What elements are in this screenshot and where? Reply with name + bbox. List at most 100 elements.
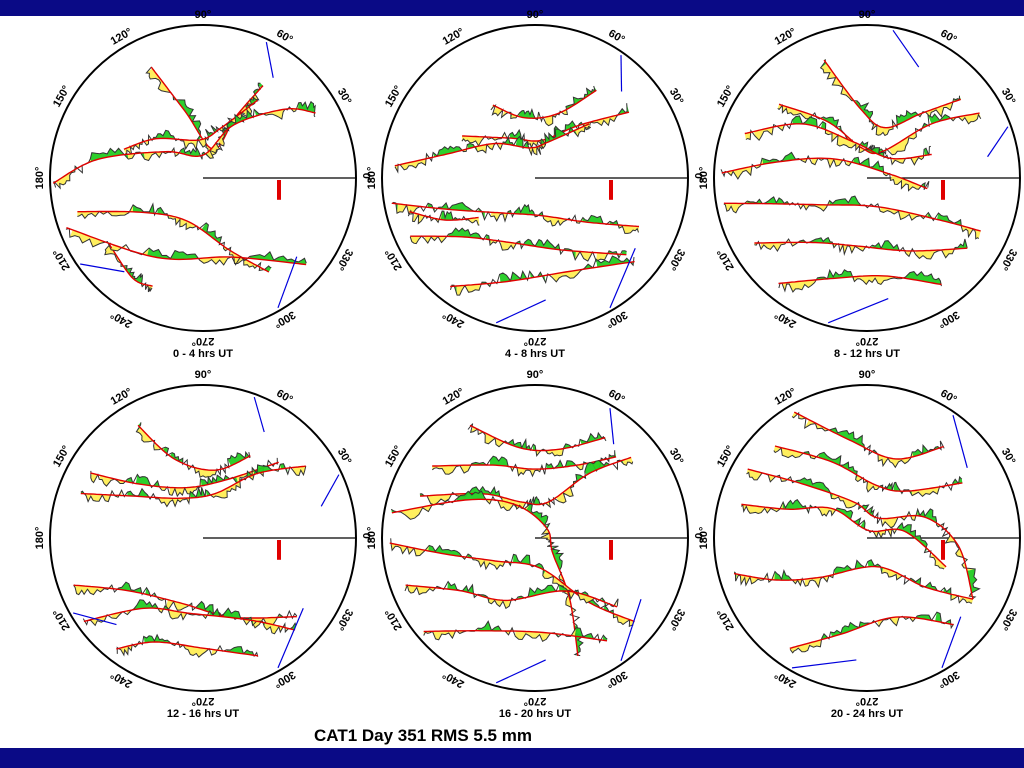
azimuth-tick-label: 210° — [51, 247, 73, 273]
low-elevation-track — [620, 599, 642, 662]
positive-residual-fill — [877, 616, 903, 627]
negative-residual-fill — [820, 121, 827, 134]
positive-residual-fill — [878, 451, 914, 468]
azimuth-tick-label: 300° — [272, 308, 298, 330]
scale-bar — [609, 180, 613, 200]
azimuth-tick-label: 210° — [383, 247, 405, 273]
satellite-track — [793, 411, 944, 460]
azimuth-tick-label: 180° — [698, 167, 710, 190]
low-elevation-track — [791, 659, 857, 669]
negative-residual-fill — [227, 452, 250, 466]
panel-label: 20 - 24 hrs UT — [831, 708, 903, 720]
azimuth-tick-label: 240° — [109, 668, 135, 690]
positive-residual-fill — [199, 256, 232, 265]
negative-residual-fill — [829, 428, 866, 451]
azimuth-tick-label: 300° — [936, 668, 962, 690]
negative-residual-fill — [135, 152, 145, 160]
satellite-track — [469, 424, 606, 452]
negative-residual-fill — [524, 239, 562, 254]
satellite-track — [778, 275, 942, 286]
positive-residual-fill — [833, 243, 839, 248]
satellite-track — [108, 243, 153, 287]
residual-line — [77, 202, 272, 272]
positive-residual-fill — [423, 630, 456, 640]
positive-residual-fill — [820, 63, 858, 103]
skyplot-panel: 90°60°30°0°330°300°270°240°210°180°150°1… — [366, 369, 704, 720]
satellite-track — [405, 584, 618, 608]
residual-line — [720, 151, 930, 192]
azimuth-tick-label: 180° — [366, 167, 378, 190]
positive-residual-fill — [825, 130, 863, 151]
negative-residual-fill — [467, 554, 474, 560]
satellite-track — [789, 616, 954, 649]
panel-label: 4 - 8 hrs UT — [505, 348, 565, 360]
positive-residual-fill — [69, 229, 108, 247]
positive-residual-fill — [925, 98, 955, 117]
satellite-track — [744, 123, 932, 160]
residual-line — [125, 96, 259, 157]
negative-residual-fill — [563, 443, 573, 449]
negative-residual-fill — [912, 445, 942, 457]
negative-residual-fill — [872, 240, 900, 252]
skyplot-panel: 90°60°30°0°330°300°270°240°210°180°150°1… — [366, 9, 704, 360]
satellite-track — [774, 445, 963, 492]
negative-residual-fill — [943, 587, 953, 601]
positive-residual-fill — [391, 543, 430, 556]
satellite-track — [423, 630, 608, 642]
residual-line — [423, 620, 608, 644]
negative-residual-fill — [528, 585, 556, 597]
azimuth-tick-label: 0° — [692, 173, 704, 184]
positive-residual-fill — [491, 211, 509, 222]
negative-residual-fill — [602, 635, 608, 641]
positive-residual-fill — [466, 217, 480, 226]
positive-residual-fill — [760, 239, 789, 251]
azimuth-tick-label: 270° — [192, 335, 215, 347]
satellite-track — [90, 461, 279, 489]
azimuth-tick-label: 120° — [109, 26, 135, 48]
azimuth-tick-label: 150° — [383, 444, 405, 470]
positive-residual-fill — [881, 567, 906, 580]
azimuth-tick-label: 240° — [773, 308, 799, 330]
azimuth-tick-label: 330° — [665, 247, 687, 273]
residual-line — [789, 611, 955, 654]
azimuth-tick-label: 180° — [698, 527, 710, 550]
positive-residual-fill — [543, 215, 570, 226]
low-elevation-track — [265, 41, 274, 78]
azimuth-tick-label: 120° — [773, 26, 799, 48]
negative-residual-fill — [782, 499, 809, 513]
negative-residual-fill — [822, 116, 839, 128]
panel-label: 0 - 4 hrs UT — [173, 348, 233, 360]
satellite-track — [77, 210, 270, 273]
low-elevation-track — [952, 415, 968, 468]
figure-title: CAT1 Day 351 RMS 5.5 mm — [314, 726, 532, 745]
positive-residual-fill — [211, 143, 220, 153]
azimuth-tick-label: 90° — [527, 9, 544, 21]
negative-residual-fill — [796, 477, 834, 499]
satellite-track — [721, 157, 928, 190]
negative-residual-fill — [955, 239, 968, 249]
negative-residual-fill — [804, 451, 812, 458]
residual-line — [733, 559, 973, 604]
positive-residual-fill — [172, 641, 179, 646]
positive-residual-fill — [864, 506, 873, 513]
negative-residual-fill — [580, 432, 606, 445]
positive-residual-fill — [613, 614, 635, 627]
scale-bar — [941, 540, 945, 560]
satellite-track — [73, 584, 297, 619]
positive-residual-fill — [145, 284, 153, 292]
negative-residual-fill — [853, 157, 885, 174]
negative-residual-fill — [247, 471, 253, 478]
scale-bar — [609, 540, 613, 560]
azimuth-tick-label: 330° — [333, 607, 355, 633]
residual-line — [391, 201, 639, 234]
positive-residual-fill — [104, 244, 127, 268]
positive-residual-fill — [619, 225, 639, 234]
negative-residual-fill — [297, 101, 316, 116]
azimuth-tick-label: 0° — [360, 173, 372, 184]
negative-residual-fill — [762, 152, 803, 165]
positive-residual-fill — [792, 412, 799, 418]
azimuth-tick-label: 90° — [195, 369, 212, 381]
low-elevation-track — [941, 616, 962, 669]
positive-residual-fill — [576, 217, 583, 224]
residual-line — [65, 227, 307, 266]
